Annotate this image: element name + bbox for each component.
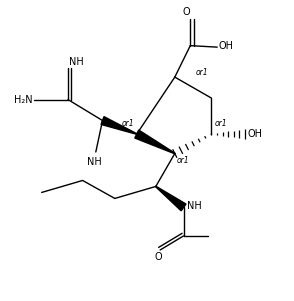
Polygon shape xyxy=(156,186,186,211)
Text: or1: or1 xyxy=(195,68,208,77)
Polygon shape xyxy=(135,130,175,154)
Text: or1: or1 xyxy=(214,119,227,128)
Text: H₂N: H₂N xyxy=(14,95,33,104)
Text: NH: NH xyxy=(69,57,84,67)
Text: O: O xyxy=(154,252,162,262)
Text: NH: NH xyxy=(87,157,102,167)
Text: OH: OH xyxy=(247,129,262,139)
Polygon shape xyxy=(101,116,137,134)
Text: NH: NH xyxy=(186,201,201,211)
Text: or1: or1 xyxy=(176,157,189,166)
Text: or1: or1 xyxy=(121,119,134,128)
Text: O: O xyxy=(182,7,190,17)
Text: OH: OH xyxy=(219,41,234,51)
